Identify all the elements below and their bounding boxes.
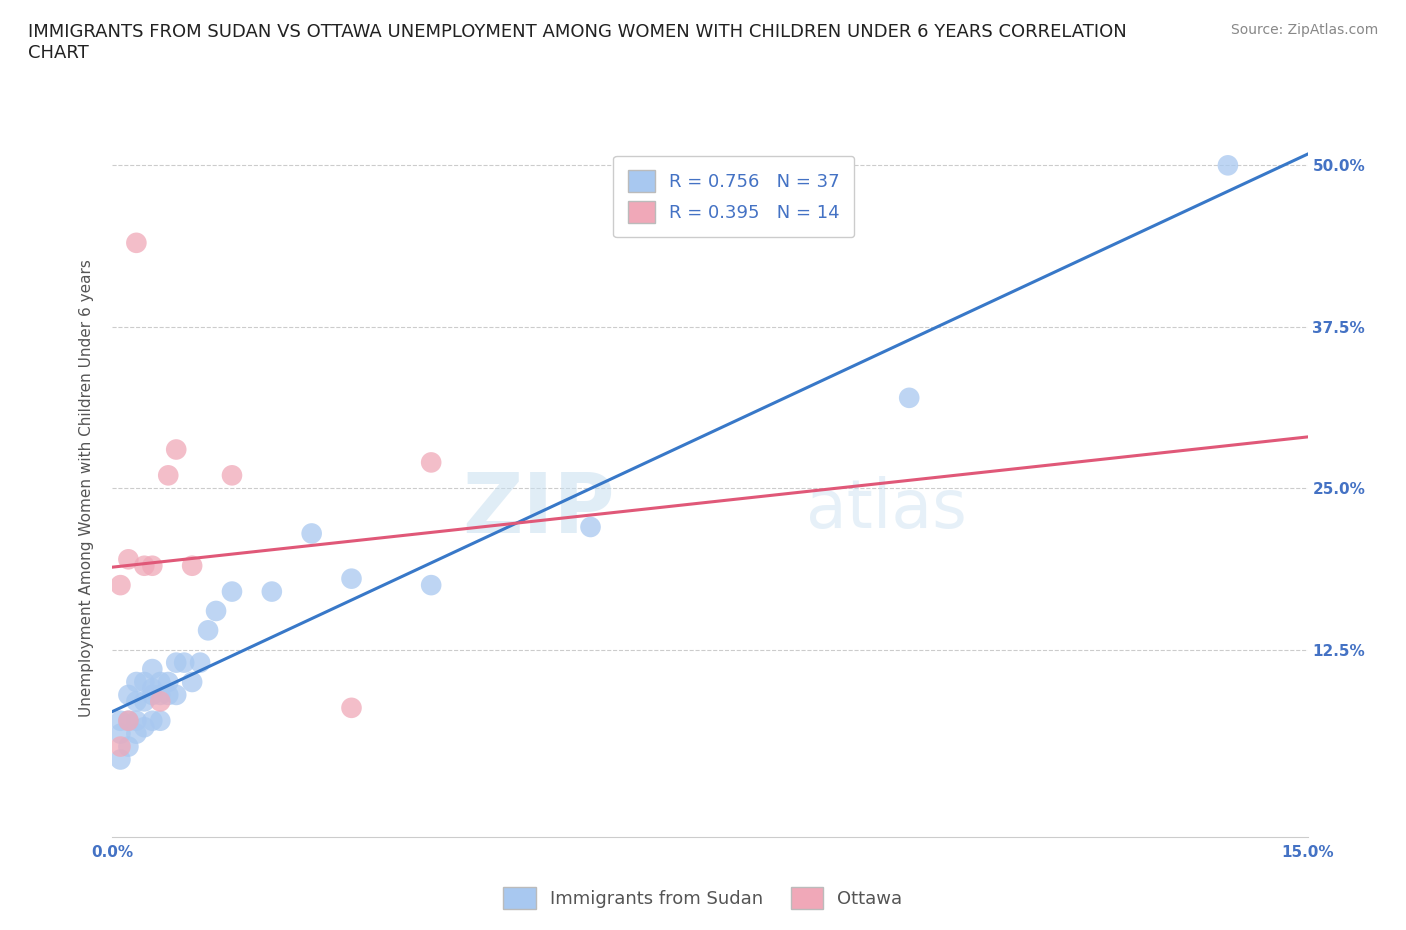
Text: ZIP: ZIP <box>463 469 614 550</box>
Point <box>149 674 172 689</box>
Legend: Immigrants from Sudan, Ottawa: Immigrants from Sudan, Ottawa <box>496 880 910 916</box>
Point <box>134 694 156 709</box>
Y-axis label: Unemployment Among Women with Children Under 6 years: Unemployment Among Women with Children U… <box>79 259 94 717</box>
Point <box>117 551 139 566</box>
Point <box>117 687 139 702</box>
Point <box>221 468 243 483</box>
Point <box>149 694 172 709</box>
Text: IMMIGRANTS FROM SUDAN VS OTTAWA UNEMPLOYMENT AMONG WOMEN WITH CHILDREN UNDER 6 Y: IMMIGRANTS FROM SUDAN VS OTTAWA UNEMPLOY… <box>28 23 1126 62</box>
Point <box>141 713 163 728</box>
Point <box>165 687 187 702</box>
Point <box>340 700 363 715</box>
Point <box>110 578 132 592</box>
Point <box>110 713 132 728</box>
Point <box>117 713 139 728</box>
Point <box>134 558 156 573</box>
Point <box>420 578 443 592</box>
Point <box>149 713 172 728</box>
Point <box>579 520 602 535</box>
Point <box>205 604 228 618</box>
Point <box>117 713 139 728</box>
Point <box>221 584 243 599</box>
Text: Source: ZipAtlas.com: Source: ZipAtlas.com <box>1230 23 1378 37</box>
Point <box>141 558 163 573</box>
Point <box>157 468 180 483</box>
Point <box>110 739 132 754</box>
Point <box>110 726 132 741</box>
Point <box>1216 158 1239 173</box>
Point <box>134 720 156 735</box>
Point <box>141 661 163 676</box>
Point <box>125 694 148 709</box>
Point <box>117 739 139 754</box>
Point <box>134 674 156 689</box>
Point <box>141 681 163 696</box>
Point <box>149 687 172 702</box>
Point <box>340 571 363 586</box>
Point <box>125 235 148 250</box>
Point <box>125 726 148 741</box>
Point <box>260 584 283 599</box>
Point <box>125 674 148 689</box>
Point <box>197 623 219 638</box>
Point <box>173 656 195 671</box>
Point <box>898 391 921 405</box>
Point <box>188 656 211 671</box>
Point <box>165 442 187 457</box>
Point <box>181 558 204 573</box>
Text: atlas: atlas <box>806 476 966 542</box>
Point <box>181 674 204 689</box>
Point <box>110 752 132 767</box>
Point <box>125 713 148 728</box>
Point <box>165 656 187 671</box>
Point <box>141 687 163 702</box>
Point <box>157 687 180 702</box>
Point <box>420 455 443 470</box>
Point <box>301 526 323 541</box>
Legend: R = 0.756   N = 37, R = 0.395   N = 14: R = 0.756 N = 37, R = 0.395 N = 14 <box>613 155 855 237</box>
Point <box>157 674 180 689</box>
